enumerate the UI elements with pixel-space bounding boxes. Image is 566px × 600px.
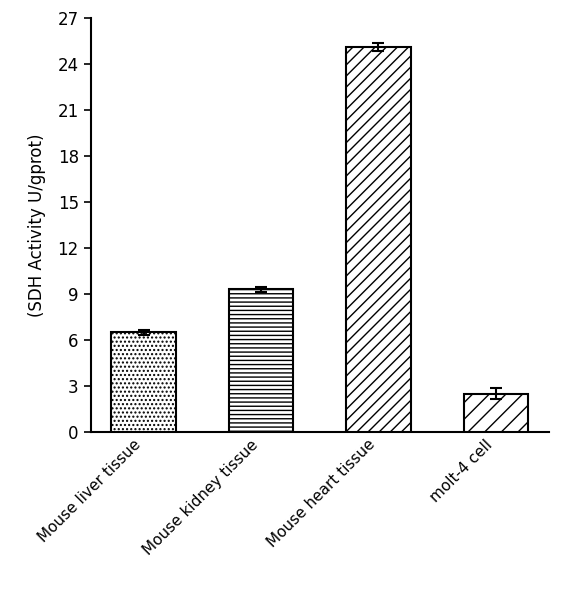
Bar [229, 289, 293, 432]
Bar [112, 332, 176, 432]
Bar [464, 394, 528, 432]
Y-axis label: (SDH Activity U/gprot): (SDH Activity U/gprot) [28, 133, 46, 317]
Bar [346, 47, 411, 432]
